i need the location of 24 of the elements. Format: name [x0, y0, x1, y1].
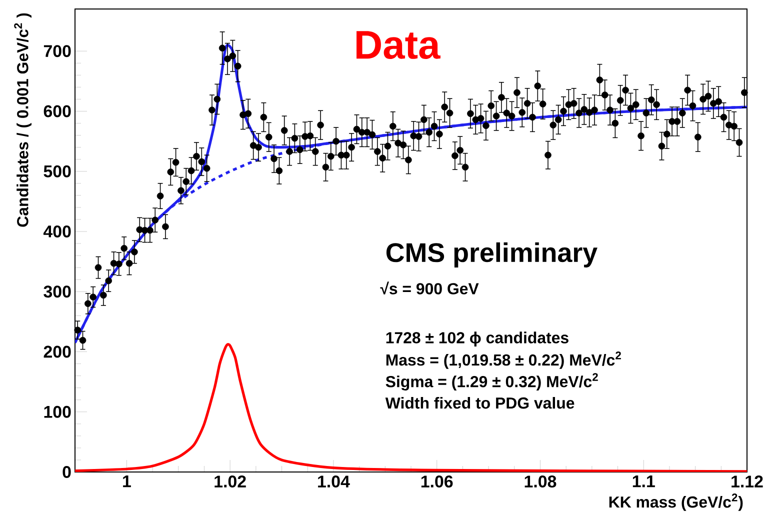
annotation: 1728 ± 102 ϕ candidates [386, 332, 568, 347]
annotation: CMS preliminary [386, 242, 598, 268]
annotation: Mass = (1,019.58 ± 0.22) MeV/c$^{2}$ [386, 351, 621, 369]
annotation: Sigma = (1.29 ± 0.32) MeV/c$^{2}$ [386, 373, 598, 391]
annotation: √s = 900 GeV [380, 282, 479, 294]
y-tick-label: 100 [44, 406, 71, 418]
x-tick-label: 1.04 [318, 476, 350, 488]
y-tick-label: 400 [43, 225, 71, 238]
y-tick-label: 300 [44, 286, 71, 298]
x-tick-label: 1 [123, 476, 131, 488]
x-tick-label: 1.12 [732, 476, 763, 488]
annotation: Data [356, 31, 440, 59]
y-tick-label: 0 [62, 466, 71, 478]
y-tick-label: 600 [44, 105, 71, 118]
annotation: Width fixed to PDG value [385, 397, 574, 409]
x-tick-label: 1.02 [214, 476, 246, 488]
x-tick-label: 1.08 [524, 476, 556, 488]
x-axis-title: KK mass (GeV/c$^{2}$) [609, 494, 743, 511]
y-tick-label: 500 [44, 165, 71, 178]
x-tick-label: 1.1 [632, 476, 655, 488]
y-tick-label: 200 [44, 346, 71, 358]
y-tick-label: 700 [44, 45, 71, 58]
y-axis-title: Candidates / ( 0.001 GeV/c$^{2}$ ) [14, 13, 32, 227]
x-tick-label: 1.06 [421, 476, 453, 488]
